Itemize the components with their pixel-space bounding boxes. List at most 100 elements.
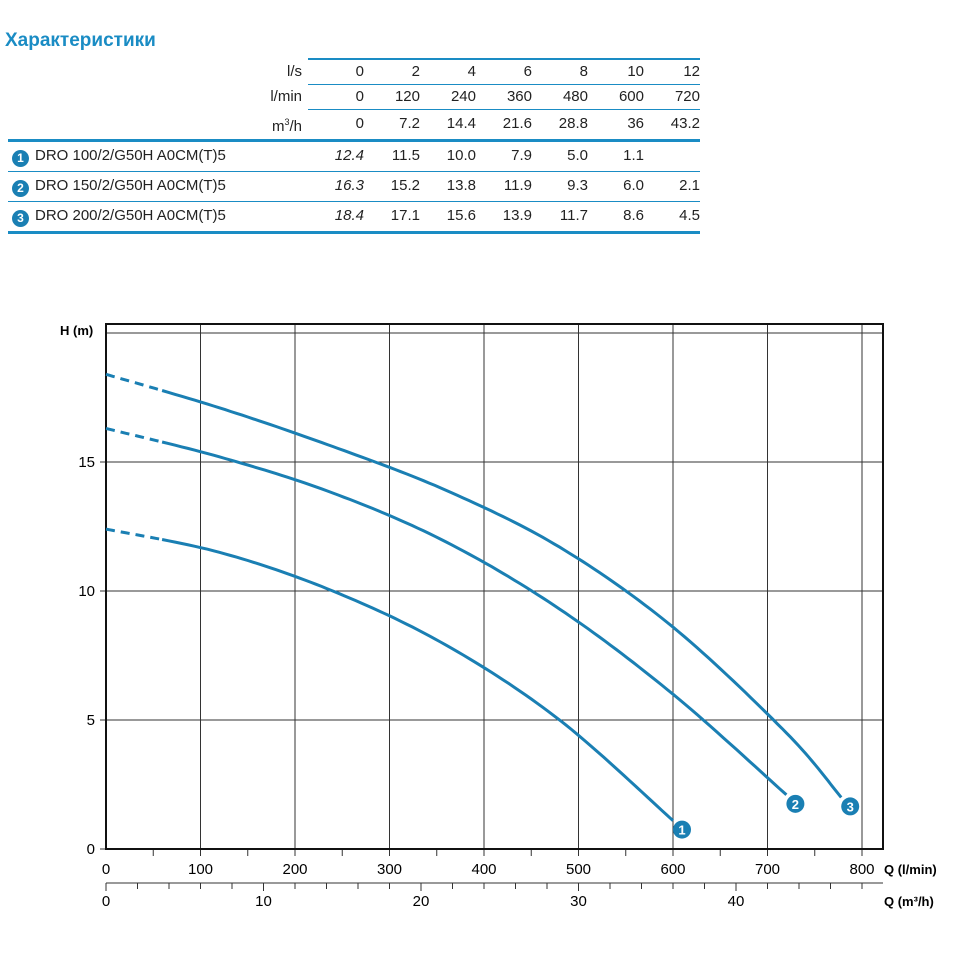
- unit-row: l/min 0 120 240 360 480 600 720: [8, 84, 700, 110]
- head-value: 10.0: [420, 138, 476, 171]
- x-tick-label: 800: [849, 861, 874, 878]
- curve-marker-label: 1: [678, 823, 685, 838]
- x-tick-label: 700: [755, 861, 780, 878]
- y-tick-label: 10: [78, 583, 95, 600]
- model-name: DRO 200/2/G50H A0CM(T)5: [35, 207, 226, 224]
- model-label: 2 DRO 150/2/G50H A0CM(T)5: [8, 170, 308, 201]
- unit-value: 480: [532, 84, 588, 110]
- unit-row: m3/h 0 7.2 14.4 21.6 28.8 36 43.2: [8, 109, 700, 141]
- model-number-badge: 3: [12, 210, 29, 227]
- unit-label: l/s: [287, 62, 302, 80]
- x2-tick-label: 40: [728, 893, 745, 910]
- model-number-badge: 2: [12, 180, 29, 197]
- curve-marker-label: 3: [847, 799, 854, 814]
- unit-sup: 3: [284, 116, 290, 127]
- x-tick-label: 500: [566, 861, 591, 878]
- model-number-badge: 1: [12, 150, 29, 167]
- x2-axis-label: Q (m³/h): [884, 894, 934, 909]
- model-row: 1 DRO 100/2/G50H A0CM(T)5 12.4 11.5 10.0 7.9 5…: [8, 138, 700, 171]
- curve-marker-1: [673, 820, 691, 839]
- model-name: DRO 150/2/G50H A0CM(T)5: [35, 177, 226, 194]
- unit-value: 0: [308, 58, 364, 85]
- curve-3: [161, 389, 843, 799]
- unit-value: 4: [420, 58, 476, 85]
- unit-label: l/min: [270, 88, 302, 105]
- head-value: 15.6: [420, 200, 476, 234]
- head-value: 8.6: [588, 200, 644, 234]
- model-label: 3 DRO 200/2/G50H A0CM(T)5: [8, 200, 308, 234]
- unit-value: 0: [308, 109, 364, 140]
- model-row: 2 DRO 150/2/G50H A0CM(T)5 16.3 15.2 13.8 11.9…: [8, 170, 700, 201]
- unit-value: 14.4: [420, 109, 476, 140]
- curve-3-dashed: [105, 372, 163, 392]
- head-value: 5.0: [532, 138, 588, 171]
- unit-value: 6: [476, 58, 532, 85]
- plot-frame: [105, 323, 884, 850]
- unit-row: l/s 0 2 4 6 8 10 12: [8, 58, 700, 85]
- unit-value: 600: [588, 84, 644, 110]
- curve-2-dashed: [105, 427, 163, 444]
- x2-tick-label: 0: [102, 893, 110, 910]
- curve-1-dashed: [105, 527, 163, 541]
- x2-tick-label: 30: [570, 893, 587, 910]
- head-value: 2.1: [644, 170, 700, 201]
- unit-value: 12: [644, 58, 700, 85]
- curve-2: [161, 440, 788, 796]
- unit-value: 8: [532, 58, 588, 85]
- head-value: 9.3: [532, 170, 588, 201]
- head-value: 6.0: [588, 170, 644, 201]
- y-tick-label: 15: [78, 454, 95, 471]
- head-value: 7.9: [476, 138, 532, 171]
- head-value: 13.9: [476, 200, 532, 234]
- unit-value: 7.2: [364, 109, 420, 140]
- head-value: 4.5: [644, 200, 700, 234]
- head-value: 18.4: [308, 200, 364, 234]
- head-value: 1.1: [588, 138, 644, 171]
- curve-1: [161, 538, 675, 822]
- head-value: 11.5: [364, 138, 420, 171]
- performance-table: l/s 0 2 4 6 8 10 12 l/min 0 120 240 360 480 600 720 m3/h…: [8, 58, 700, 234]
- unit-value: 360: [476, 84, 532, 110]
- unit-value: 2: [364, 58, 420, 85]
- x-tick-label: 300: [377, 861, 402, 878]
- x-tick-label: 400: [471, 861, 496, 878]
- unit-value: 28.8: [532, 109, 588, 140]
- y-tick-label: 0: [87, 841, 95, 858]
- x2-tick-label: 20: [413, 893, 430, 910]
- unit-value: 21.6: [476, 109, 532, 140]
- y-axis-label: H (m): [60, 323, 93, 338]
- unit-label: m3/h: [8, 110, 308, 141]
- curve-marker-2: [786, 794, 805, 813]
- unit-base: m: [271, 117, 285, 135]
- unit-value: 720: [644, 84, 700, 110]
- curve-marker-label: 2: [792, 797, 799, 812]
- head-value: 15.2: [364, 170, 420, 201]
- unit-value: 120: [364, 84, 420, 110]
- x2-tick-label: 10: [255, 893, 272, 910]
- unit-tail: /h: [289, 117, 302, 135]
- unit-value: 240: [420, 84, 476, 110]
- unit-value: 0: [308, 84, 364, 110]
- model-name: DRO 100/2/G50H A0CM(T)5: [35, 147, 226, 164]
- unit-value: 43.2: [644, 109, 700, 140]
- x-tick-label: 600: [660, 861, 685, 878]
- head-value: 13.8: [420, 170, 476, 201]
- y-tick-label: 5: [87, 712, 95, 729]
- head-value: 17.1: [364, 200, 420, 234]
- x-tick-label: 0: [102, 861, 110, 878]
- model-label: 1 DRO 100/2/G50H A0CM(T)5: [8, 138, 308, 171]
- head-value: 12.4: [308, 138, 364, 171]
- x-tick-label: 200: [282, 861, 307, 878]
- head-value: 11.7: [532, 200, 588, 234]
- x-tick-label: 100: [188, 861, 213, 878]
- unit-value: 10: [588, 58, 644, 85]
- unit-value: 36: [588, 109, 644, 140]
- head-value: 11.9: [476, 170, 532, 201]
- curve-marker-3: [841, 797, 860, 816]
- section-title: Характеристики: [5, 30, 156, 51]
- head-value: [644, 138, 700, 171]
- head-value: 16.3: [308, 170, 364, 201]
- x-axis-label: Q (l/min): [884, 862, 937, 877]
